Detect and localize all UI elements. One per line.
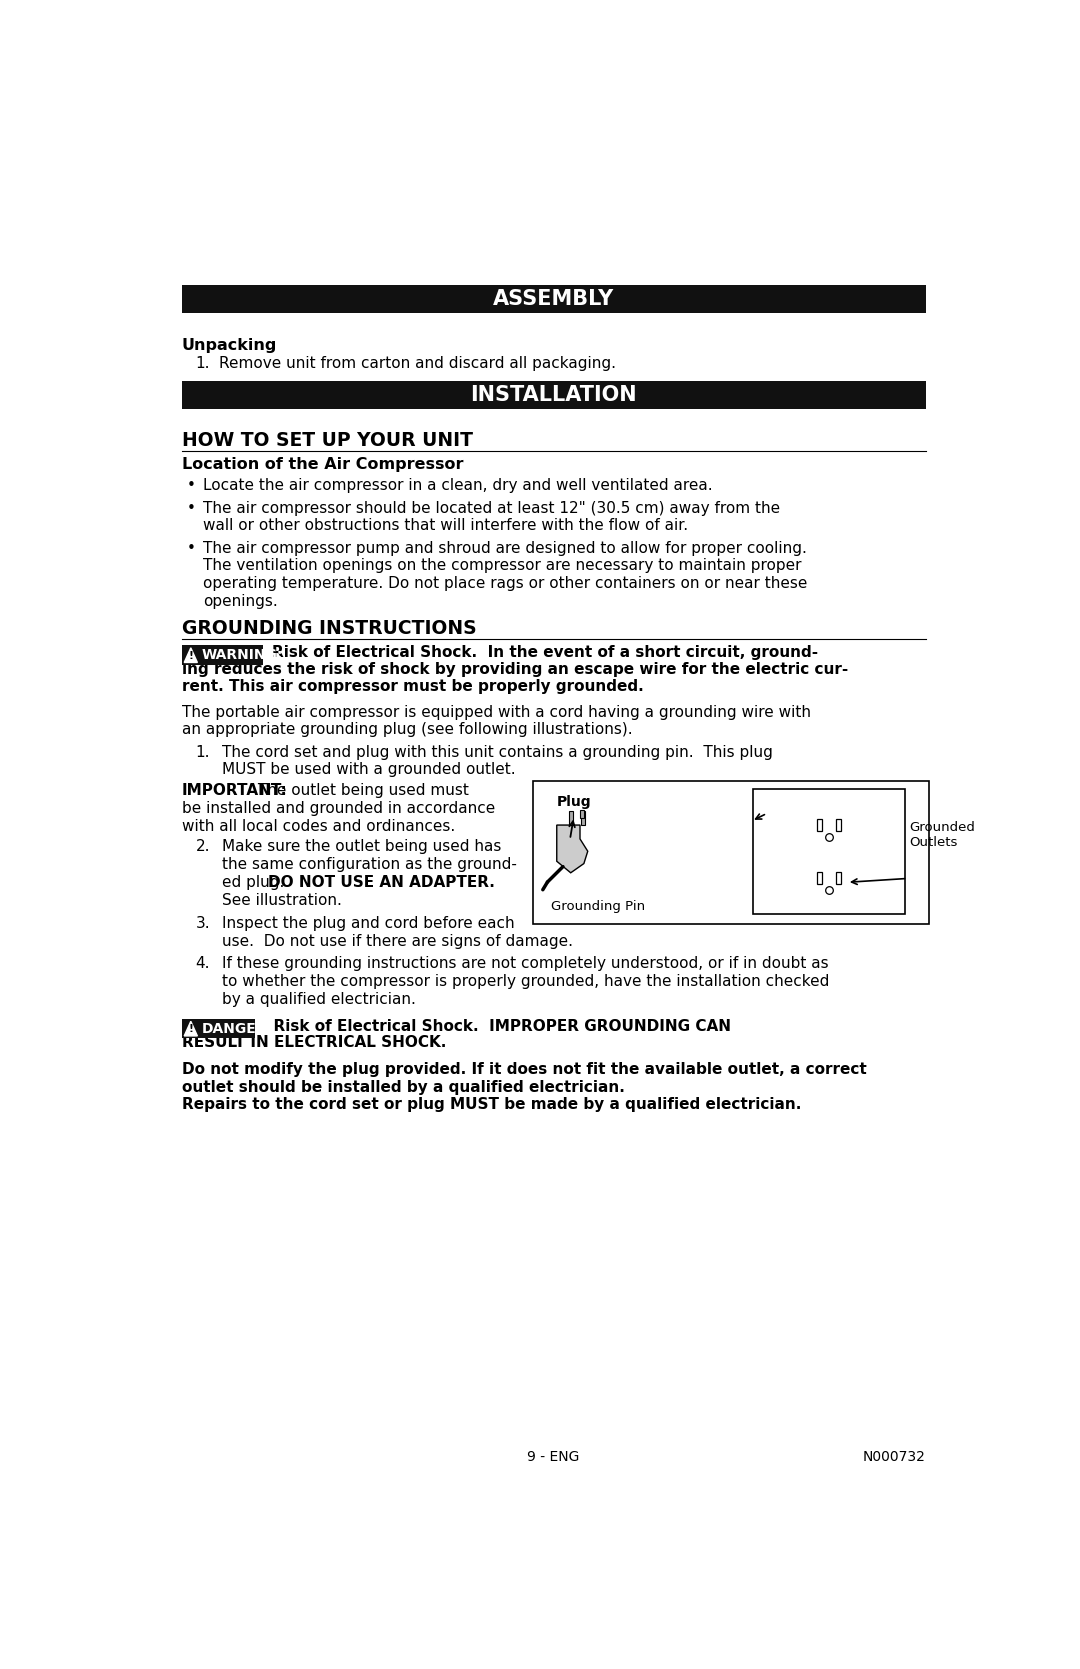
FancyBboxPatch shape [532,781,930,925]
Text: Risk of Electrical Shock.  In the event of a short circuit, ground-: Risk of Electrical Shock. In the event o… [272,646,819,661]
FancyBboxPatch shape [181,381,926,409]
Text: RESULT IN ELECTRICAL SHOCK.: RESULT IN ELECTRICAL SHOCK. [181,1035,446,1050]
Text: See illustration.: See illustration. [221,893,341,908]
Text: ed plug.: ed plug. [221,875,289,890]
Text: Unpacking: Unpacking [181,339,276,354]
Polygon shape [185,648,198,663]
Text: rent. This air compressor must be properly grounded.: rent. This air compressor must be proper… [181,679,644,694]
Text: 1.: 1. [195,355,210,371]
Text: If these grounding instructions are not completely understood, or if in doubt as: If these grounding instructions are not … [221,956,828,971]
Text: The portable air compressor is equipped with a cord having a grounding wire with: The portable air compressor is equipped … [181,704,810,719]
Text: MUST be used with a grounded outlet.: MUST be used with a grounded outlet. [221,763,515,778]
Text: 4.: 4. [195,956,210,971]
Bar [836,819,841,831]
Text: N000732: N000732 [863,1450,926,1464]
Bar [836,873,841,885]
Text: use.  Do not use if there are signs of damage.: use. Do not use if there are signs of da… [221,935,572,950]
Bar [580,809,583,818]
Text: openings.: openings. [203,594,278,609]
Text: Outlets: Outlets [909,836,958,850]
Text: Risk of Electrical Shock.  IMPROPER GROUNDING CAN: Risk of Electrical Shock. IMPROPER GROUN… [262,1018,731,1033]
FancyBboxPatch shape [181,1018,255,1038]
Text: IMPORTANT:: IMPORTANT: [181,783,287,798]
Text: by a qualified electrician.: by a qualified electrician. [221,991,416,1006]
Text: •: • [187,541,195,556]
Text: Plug: Plug [557,794,592,809]
Text: The outlet being used must: The outlet being used must [253,783,469,798]
Text: Remove unit from carton and discard all packaging.: Remove unit from carton and discard all … [218,355,616,371]
Text: ASSEMBLY: ASSEMBLY [492,289,615,309]
Text: 9 - ENG: 9 - ENG [527,1450,580,1464]
Text: The air compressor should be located at least 12" (30.5 cm) away from the: The air compressor should be located at … [203,501,781,516]
Text: Repairs to the cord set or plug MUST be made by a qualified electrician.: Repairs to the cord set or plug MUST be … [181,1097,801,1112]
Bar [818,819,822,831]
Text: outlet should be installed by a qualified electrician.: outlet should be installed by a qualifie… [181,1080,624,1095]
Text: with all local codes and ordinances.: with all local codes and ordinances. [181,818,455,833]
Polygon shape [557,824,588,873]
Text: WARNING:: WARNING: [201,648,283,663]
Bar [818,873,822,885]
Text: Grounded: Grounded [909,821,975,834]
Text: Make sure the outlet being used has: Make sure the outlet being used has [221,840,501,855]
Text: DANGER:: DANGER: [201,1021,272,1035]
Text: wall or other obstructions that will interfere with the flow of air.: wall or other obstructions that will int… [203,519,688,534]
Bar [581,811,585,824]
Text: 1.: 1. [195,744,210,759]
Text: !: ! [188,651,193,661]
FancyBboxPatch shape [181,285,926,312]
Text: operating temperature. Do not place rags or other containers on or near these: operating temperature. Do not place rags… [203,576,808,591]
Text: Do not modify the plug provided. If it does not fit the available outlet, a corr: Do not modify the plug provided. If it d… [181,1061,866,1077]
Text: be installed and grounded in accordance: be installed and grounded in accordance [181,801,495,816]
Text: •: • [187,501,195,516]
Text: ing reduces the risk of shock by providing an escape wire for the electric cur-: ing reduces the risk of shock by providi… [181,661,848,676]
Text: an appropriate grounding plug (see following illustrations).: an appropriate grounding plug (see follo… [181,723,632,738]
Text: HOW TO SET UP YOUR UNIT: HOW TO SET UP YOUR UNIT [181,431,473,449]
FancyBboxPatch shape [753,789,905,915]
Text: DO NOT USE AN ADAPTER.: DO NOT USE AN ADAPTER. [268,875,495,890]
Text: Locate the air compressor in a clean, dry and well ventilated area.: Locate the air compressor in a clean, dr… [203,479,713,494]
Text: INSTALLATION: INSTALLATION [470,386,637,406]
Text: Location of the Air Compressor: Location of the Air Compressor [181,457,463,472]
Text: The cord set and plug with this unit contains a grounding pin.  This plug: The cord set and plug with this unit con… [221,744,772,759]
Text: The air compressor pump and shroud are designed to allow for proper cooling.: The air compressor pump and shroud are d… [203,541,807,556]
Text: GROUNDING INSTRUCTIONS: GROUNDING INSTRUCTIONS [181,619,476,638]
FancyBboxPatch shape [181,646,262,664]
Text: Inspect the plug and cord before each: Inspect the plug and cord before each [221,916,514,931]
Text: 2.: 2. [195,840,210,855]
Text: to whether the compressor is properly grounded, have the installation checked: to whether the compressor is properly gr… [221,975,829,990]
Text: the same configuration as the ground-: the same configuration as the ground- [221,858,516,873]
Text: The ventilation openings on the compressor are necessary to maintain proper: The ventilation openings on the compress… [203,559,801,574]
Text: !: ! [188,1025,193,1035]
Text: 3.: 3. [195,916,211,931]
Text: •: • [187,479,195,494]
Polygon shape [185,1021,198,1036]
Bar [568,811,572,824]
Text: Grounding Pin: Grounding Pin [551,900,645,913]
